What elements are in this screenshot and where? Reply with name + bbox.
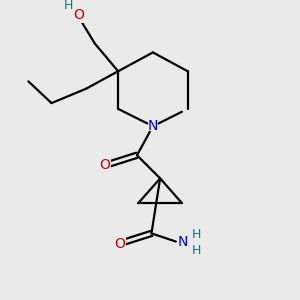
Text: H: H: [192, 228, 201, 241]
Text: H: H: [63, 0, 73, 12]
Text: O: O: [100, 158, 111, 172]
Text: N: N: [178, 235, 188, 249]
Text: H: H: [192, 244, 201, 257]
Text: O: O: [74, 8, 85, 22]
Text: O: O: [114, 236, 125, 250]
Text: N: N: [148, 119, 158, 133]
